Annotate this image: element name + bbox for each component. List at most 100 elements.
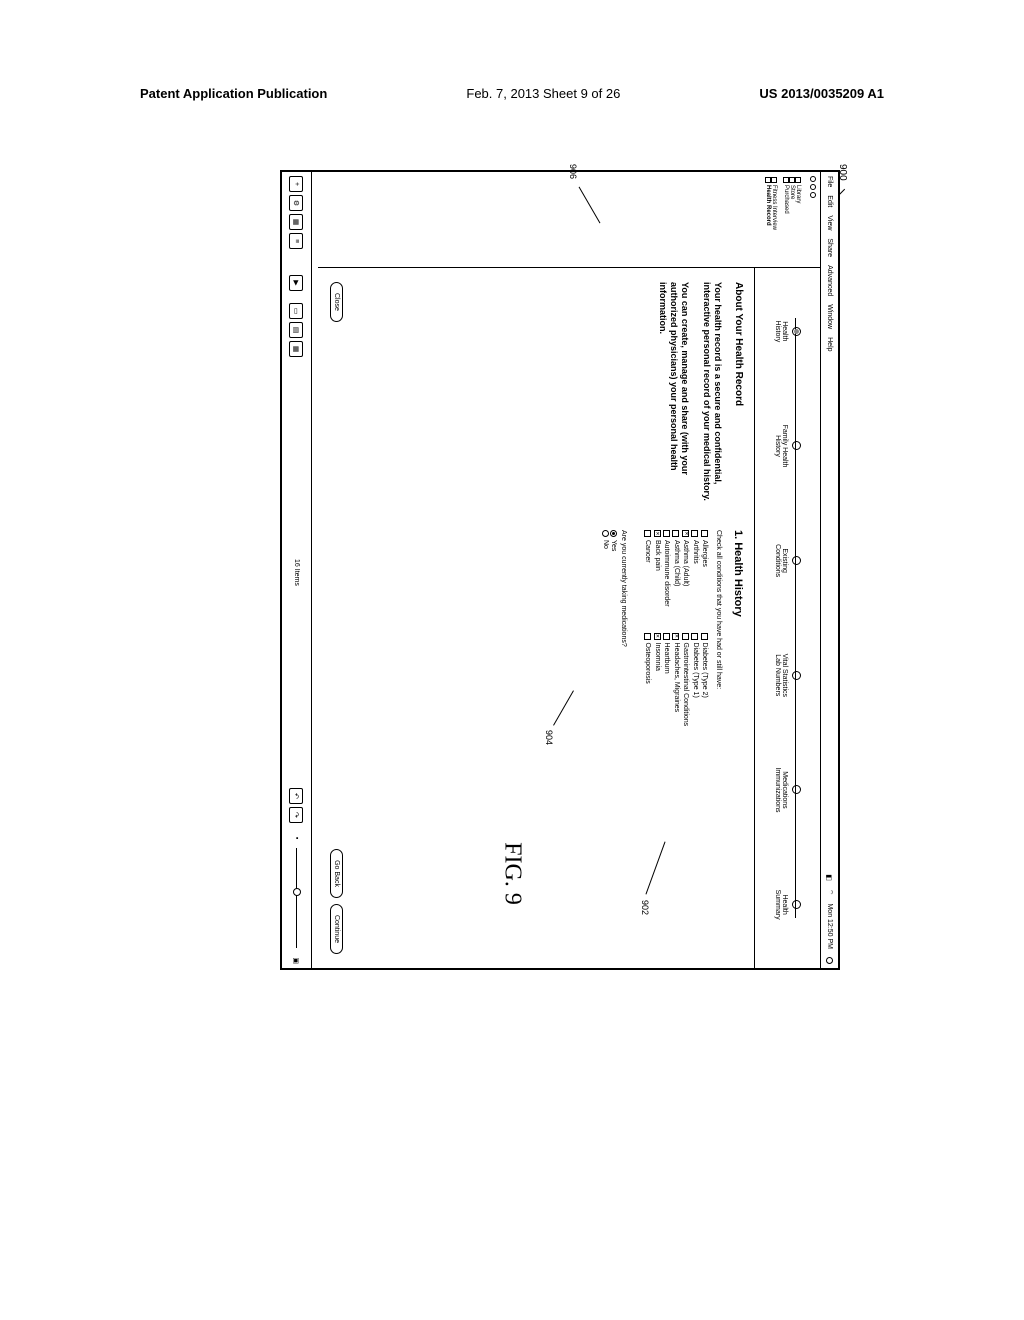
- list-icon[interactable]: ≡: [290, 233, 304, 249]
- folder-icon: [795, 177, 801, 183]
- callout-904: 904: [544, 730, 554, 745]
- play-icon[interactable]: ▶: [290, 275, 304, 291]
- medication-radio[interactable]: Yes: [610, 530, 617, 954]
- checkbox-label: Autoimmune disorder: [662, 540, 671, 607]
- item-count: 16 Items: [293, 559, 300, 586]
- menu-view[interactable]: View: [826, 215, 833, 230]
- checkbox-icon: [672, 530, 679, 537]
- menu-advanced[interactable]: Advanced: [826, 265, 833, 296]
- condition-checkbox[interactable]: Headaches, Migraines: [671, 633, 680, 727]
- zoom-in-icon[interactable]: ▣: [293, 957, 301, 964]
- form-hint: Check all conditions that you have had o…: [715, 530, 722, 954]
- step-medications[interactable]: MedicationsImmunizations: [774, 745, 801, 835]
- condition-checkbox[interactable]: Asthma (Adult): [681, 530, 690, 607]
- app-window: File Edit View Share Advanced Window Hel…: [280, 170, 840, 970]
- pub-label: Patent Application Publication: [140, 86, 327, 101]
- checkbox-icon: [654, 530, 661, 537]
- medication-radio[interactable]: No: [602, 530, 609, 954]
- condition-checkbox[interactable]: Gastrointestinal Conditions: [681, 633, 690, 727]
- medications-question: Are you currently taking medications?: [620, 530, 627, 954]
- checkbox-label: Asthma (Adult): [681, 540, 690, 586]
- checkbox-icon: [682, 633, 689, 640]
- checkbox-icon: [701, 633, 708, 640]
- checkbox-label: Heartburn: [662, 643, 671, 674]
- spotlight-icon[interactable]: [826, 957, 833, 964]
- gear-icon[interactable]: ⚙: [290, 195, 304, 211]
- radio-label: Yes: [610, 540, 617, 551]
- wizard-steps: HealthHistory Family HealthHistory Exist…: [754, 268, 820, 968]
- checkbox-label: Diabetes (Type 1): [690, 643, 699, 698]
- dialog-buttons: Close Go Back Continue: [330, 282, 343, 954]
- radio-icon: [602, 530, 609, 537]
- menu-share[interactable]: Share: [826, 238, 833, 257]
- condition-checkbox[interactable]: Osteoporosis: [643, 633, 652, 727]
- condition-checkbox[interactable]: Cancer: [643, 530, 652, 607]
- view1-icon[interactable]: ▭: [290, 303, 304, 319]
- step-existing-conditions[interactable]: ExistingConditions: [774, 516, 801, 606]
- checkbox-label: Asthma (Child): [671, 540, 680, 586]
- grid-icon[interactable]: ▦: [290, 214, 304, 230]
- checkbox-icon: [682, 530, 689, 537]
- checkbox-label: Gastrointestinal Conditions: [681, 643, 690, 727]
- condition-checkbox[interactable]: Insomnia: [652, 633, 661, 727]
- pub-number: US 2013/0035209 A1: [759, 86, 884, 101]
- rotate-right-icon[interactable]: ↷: [290, 807, 304, 823]
- add-button[interactable]: +: [290, 176, 304, 192]
- checkbox-icon: [663, 633, 670, 640]
- sidebar: Library Store Purchased Fitness Intervie…: [318, 172, 820, 268]
- condition-checkbox[interactable]: Asthma (Child): [671, 530, 680, 607]
- condition-checkbox[interactable]: Diabetes (Type 2): [700, 633, 709, 727]
- checkbox-label: Back pain: [652, 540, 661, 571]
- zoom-out-icon[interactable]: ▪: [293, 837, 300, 839]
- about-title: About Your Health Record: [733, 282, 744, 512]
- battery-icon: ◧: [826, 874, 834, 881]
- callout-902: 902: [640, 900, 650, 915]
- step-family-health[interactable]: Family HealthHistory: [774, 401, 801, 491]
- condition-checkbox[interactable]: Back pain: [652, 530, 661, 607]
- checkbox-icon: [654, 633, 661, 640]
- zoom-slider[interactable]: [296, 848, 297, 948]
- step-health-summary[interactable]: HealthSummary: [774, 860, 801, 950]
- menu-window[interactable]: Window: [826, 304, 833, 329]
- menu-file[interactable]: File: [826, 176, 833, 187]
- continue-button[interactable]: Continue: [330, 904, 343, 954]
- checkbox-icon: [691, 633, 698, 640]
- step-vital-statistics[interactable]: Vital StatisticsLab Numbers: [774, 630, 801, 720]
- radio-icon: [610, 530, 617, 537]
- main-panel: HealthHistory Family HealthHistory Exist…: [318, 268, 820, 968]
- checkbox-icon: [644, 530, 651, 537]
- rotate-left-icon[interactable]: ↶: [290, 788, 304, 804]
- about-section: About Your Health Record Your health rec…: [328, 282, 744, 512]
- doc-icon: [765, 177, 771, 183]
- traffic-lights[interactable]: [810, 176, 816, 198]
- sidebar-item-health-record[interactable]: Health Record: [765, 175, 771, 264]
- menu-edit[interactable]: Edit: [826, 195, 833, 207]
- figure-label: FIG. 9: [499, 842, 526, 905]
- sidebar-item-fitness-interview[interactable]: Fitness Interview: [771, 175, 777, 264]
- sidebar-item-store[interactable]: Store: [789, 175, 795, 264]
- conditions-col1: AllergiesArthritisAsthma (Adult)Asthma (…: [643, 530, 709, 607]
- view3-icon[interactable]: ▦: [290, 341, 304, 357]
- menu-help[interactable]: Help: [826, 337, 833, 351]
- clock-text: Mon 12:50 PM: [826, 903, 833, 949]
- medications-radios: YesNo: [602, 530, 617, 954]
- condition-checkbox[interactable]: Allergies: [700, 530, 709, 607]
- step-health-history[interactable]: HealthHistory: [774, 286, 801, 376]
- sidebar-item-purchased[interactable]: Purchased: [783, 175, 789, 264]
- checkbox-label: Insomnia: [652, 643, 661, 671]
- condition-checkbox[interactable]: Arthritis: [690, 530, 699, 607]
- view2-icon[interactable]: ▤: [290, 322, 304, 338]
- go-back-button[interactable]: Go Back: [330, 849, 343, 898]
- close-button[interactable]: Close: [330, 282, 343, 322]
- checkbox-label: Diabetes (Type 2): [700, 643, 709, 698]
- sidebar-item-library[interactable]: Library: [795, 175, 801, 264]
- checkbox-label: Headaches, Migraines: [671, 643, 680, 713]
- checkbox-icon: [644, 633, 651, 640]
- checkbox-label: Arthritis: [690, 540, 699, 564]
- checkbox-icon: [672, 633, 679, 640]
- condition-checkbox[interactable]: Autoimmune disorder: [662, 530, 671, 607]
- condition-checkbox[interactable]: Diabetes (Type 1): [690, 633, 699, 727]
- conditions-col2: Diabetes (Type 2)Diabetes (Type 1)Gastro…: [643, 633, 709, 727]
- radio-label: No: [602, 540, 609, 549]
- condition-checkbox[interactable]: Heartburn: [662, 633, 671, 727]
